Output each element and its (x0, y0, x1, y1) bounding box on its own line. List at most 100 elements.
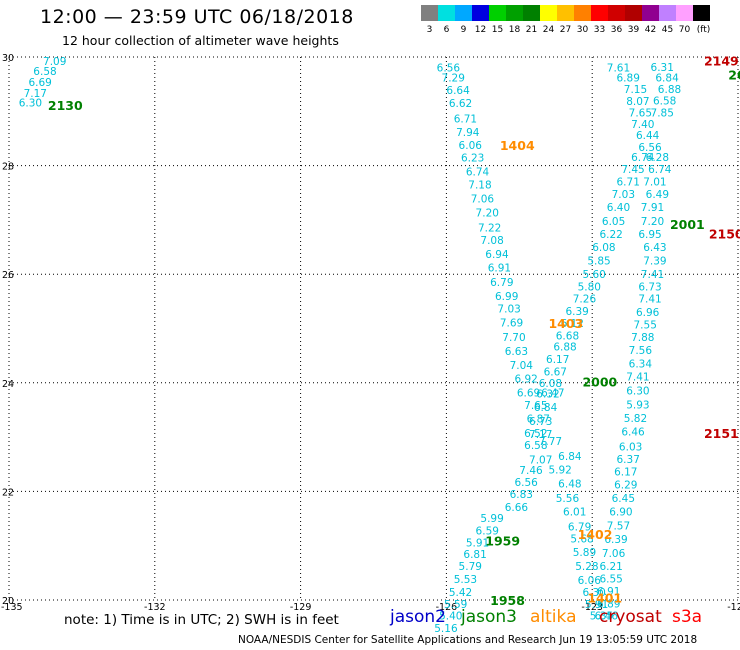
swh-value: 6.92 (514, 373, 537, 385)
legend-label: 45 (661, 25, 674, 35)
swh-value: 6.46 (595, 611, 619, 623)
swh-value: 7.85 (651, 107, 674, 119)
swh-value: 6.74 (466, 167, 490, 179)
lat-tick-label: 24 (2, 379, 14, 390)
swh-value: 7.15 (624, 84, 647, 96)
swh-value: 7.55 (634, 320, 657, 332)
legend-label: 21 (525, 25, 538, 35)
lon-tick-label: -129 (290, 602, 312, 613)
swh-value: 6.45 (612, 493, 635, 505)
swh-value: 6.17 (546, 354, 569, 366)
legend-swatch (557, 5, 574, 21)
swh-value: 7.65 (524, 400, 547, 412)
legend-label: 39 (627, 25, 640, 35)
swh-value: 6.88 (553, 341, 576, 353)
legend-label: 27 (559, 25, 572, 35)
swh-value: 6.67 (544, 366, 567, 378)
swh-value: 5.79 (459, 561, 482, 573)
swh-value: 5.35 (590, 611, 613, 623)
legend-s3a: s3a (672, 607, 703, 627)
swh-value: 7.03 (612, 189, 635, 201)
swh-value: 6.66 (505, 502, 529, 514)
legend-label: 70 (678, 25, 691, 35)
footnote: note: 1) Time is in UTC; 2) SWH is in fe… (64, 612, 339, 628)
swh-value: 7.09 (43, 56, 66, 68)
swh-value: 5.42 (449, 587, 472, 599)
swh-value: 6.03 (619, 441, 642, 453)
swh-value: 6.28 (646, 152, 669, 164)
legend-swatch (591, 5, 608, 21)
pass-time-label: 1403 (548, 316, 583, 331)
pass-time-label: 1959 (485, 533, 520, 548)
legend-swatch (455, 5, 472, 21)
pass-time-label: 2002 (728, 67, 740, 82)
swh-value: 6.17 (614, 466, 637, 478)
swh-value: 7.04 (510, 360, 534, 372)
swh-value: 7.01 (643, 176, 666, 188)
swh-value: 6.08 (592, 242, 615, 254)
legend-swatch (676, 5, 693, 21)
swh-value: 6.31 (651, 62, 674, 74)
swh-value: 6.49 (646, 189, 669, 201)
swh-value: 7.46 (519, 465, 543, 477)
legend-label: 30 (576, 25, 589, 35)
swh-value: 6.94 (485, 249, 509, 261)
pass-time-label: 2151 (704, 426, 739, 441)
swh-value: 6.68 (556, 331, 579, 343)
swh-value: 6.79 (568, 522, 591, 534)
lat-tick-label: 22 (2, 487, 14, 498)
swh-value: 6.64 (446, 85, 470, 97)
swh-value: 7.77 (539, 436, 562, 448)
swh-value: 6.40 (607, 202, 630, 214)
swh-value: 5.59 (444, 599, 467, 611)
page-subtitle: 12 hour collection of altimeter wave hei… (62, 33, 339, 48)
swh-value: 7.06 (602, 548, 626, 560)
swh-value: 6.69 (517, 388, 540, 400)
legend-jason3: jason3 (461, 607, 517, 627)
pass-time-label: 1958 (490, 593, 525, 608)
legend-label: (ft) (696, 25, 711, 35)
lon-tick-label: -132 (144, 602, 166, 613)
swh-value: 7.94 (456, 127, 480, 139)
pass-time-label: 1401 (587, 590, 622, 605)
pass-time-label: 1404 (500, 138, 535, 153)
swh-value: 6.48 (558, 478, 581, 490)
swh-value: 6.58 (33, 66, 56, 78)
pass-time-label: 2149 (704, 53, 739, 68)
lat-tick-label: 28 (2, 162, 14, 173)
lon-tick-label: -120 (727, 602, 740, 613)
legend-jason2: jason2 (390, 607, 446, 627)
swh-value: 5.28 (575, 561, 598, 573)
pass-time-label: 2000 (582, 375, 617, 390)
swh-value: 6.05 (602, 216, 625, 228)
swh-value: 6.91 (488, 263, 511, 275)
swh-value: 6.39 (565, 306, 588, 318)
swh-value: 7.07 (529, 454, 552, 466)
swh-value: 7.88 (631, 332, 654, 344)
swh-value: 5.91 (585, 599, 608, 611)
lon-tick-label: -123 (581, 602, 603, 613)
swh-value: 7.91 (641, 202, 664, 214)
legend-label: 9 (460, 25, 467, 35)
swh-value: 6.74 (648, 164, 672, 176)
swh-value: 7.17 (529, 429, 552, 441)
legend-swatch (608, 5, 625, 21)
legend-label: 24 (542, 25, 555, 35)
swh-value: 6.84 (558, 451, 582, 463)
swh-value: 6.46 (621, 427, 645, 439)
swh-value: 7.69 (500, 318, 523, 330)
swh-value: 5.56 (556, 493, 580, 505)
swh-value: 6.56 (514, 477, 538, 489)
swh-value: 6.89 (597, 598, 620, 610)
swh-value: 5.92 (548, 465, 571, 477)
pass-time-label: 2001 (670, 217, 705, 232)
swh-value: 6.59 (476, 525, 499, 537)
swh-value: 6.95 (638, 229, 661, 241)
swh-value: 6.89 (617, 73, 640, 85)
swh-value: 6.69 (28, 77, 51, 89)
swh-value: 6.44 (636, 130, 660, 142)
swh-value: 6.22 (599, 229, 622, 241)
swh-value: 7.57 (607, 521, 630, 533)
swh-value: 5.82 (624, 413, 647, 425)
